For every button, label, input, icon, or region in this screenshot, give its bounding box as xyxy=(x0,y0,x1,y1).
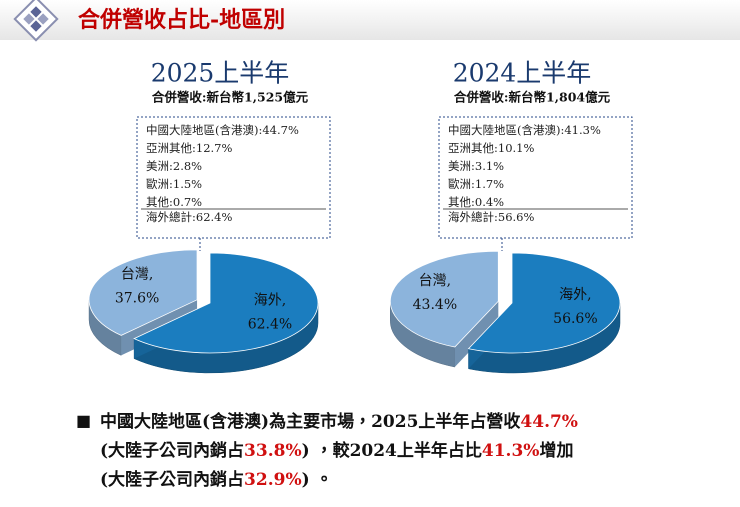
header-band xyxy=(0,0,740,40)
annotation-item: 亞洲其他:10.1% xyxy=(448,141,534,155)
slice-value-label: 56.6% xyxy=(553,311,597,327)
annotation-item: 中國大陸地區(含港澳):41.3% xyxy=(448,123,601,137)
logo xyxy=(13,0,59,42)
slice-value-label: 62.4% xyxy=(248,316,292,332)
annotation-box xyxy=(136,116,331,239)
note-highlight: 44.7% xyxy=(520,412,578,432)
slice-category-label: 海外, xyxy=(559,287,591,303)
slice-category-label: 台灣, xyxy=(121,266,153,282)
annotation-item: 美洲:2.8% xyxy=(146,159,202,173)
note-text: ) ，較2024上半年占比 xyxy=(301,441,482,461)
pie-slice xyxy=(467,252,621,354)
chart-subtitle: 合併營收:新台幣1,525億元 xyxy=(152,90,309,105)
slice-value-label: 37.6% xyxy=(115,290,159,306)
annotation-item: 美洲:3.1% xyxy=(448,159,504,173)
note-text: (大陸子公司內銷占 xyxy=(100,441,245,461)
note-text: (大陸子公司內銷占 xyxy=(100,470,245,490)
slide-graphics: 合併營收占比-地區別 2025上半年合併營收:新台幣1,525億元中國大陸地區(… xyxy=(0,0,740,374)
slice-value-label: 43.4% xyxy=(413,297,457,313)
pie-slice xyxy=(133,252,319,354)
chart-title: 2025上半年 xyxy=(151,59,290,88)
pie-slice-group xyxy=(467,252,621,374)
pie-slice xyxy=(389,250,499,348)
note-highlight: 33.8% xyxy=(244,441,302,461)
pie-slice-face xyxy=(454,301,499,368)
annotation-item: 歐洲:1.7% xyxy=(448,177,504,191)
chart-subtitle: 合併營收:新台幣1,804億元 xyxy=(454,90,611,105)
annotation-total: 海外總計:56.6% xyxy=(448,210,534,224)
annotation-item: 亞洲其他:12.7% xyxy=(146,141,232,155)
annotation-total: 海外總計:62.4% xyxy=(146,210,232,224)
pie-slice xyxy=(88,249,198,336)
annotation-item: 中國大陸地區(含港澳):44.7% xyxy=(146,123,299,137)
note-line: (大陸子公司內銷占32.9%) 。 xyxy=(100,466,730,495)
slice-category-label: 海外, xyxy=(254,292,286,308)
annotation-item: 歐洲:1.5% xyxy=(146,177,202,191)
note-text: 中國大陸地區(含港澳)為主要市場，2025上半年占營收 xyxy=(100,412,521,432)
annotation-item: 其他:0.4% xyxy=(448,195,504,209)
pie-slice-group xyxy=(389,250,499,368)
note: 中國大陸地區(含港澳)為主要市場，2025上半年占營收44.7% (大陸子公司內銷… xyxy=(100,408,730,495)
header-title: 合併營收占比-地區別 xyxy=(78,7,285,33)
annotation-item: 其他:0.7% xyxy=(146,195,202,209)
note-line: 中國大陸地區(含港澳)為主要市場，2025上半年占營收44.7% xyxy=(100,408,730,437)
note-text: ) 。 xyxy=(301,470,333,490)
chart-title: 2024上半年 xyxy=(453,59,592,88)
note-highlight: 32.9% xyxy=(244,470,302,490)
bullet-marker: ■ xyxy=(76,411,92,430)
note-highlight: 41.3% xyxy=(481,441,540,461)
note-text: 增加 xyxy=(539,441,574,461)
slice-category-label: 台灣, xyxy=(419,273,451,289)
pie-slice-group xyxy=(133,252,319,374)
note-line: (大陸子公司內銷占33.8%) ，較2024上半年占比41.3%增加 xyxy=(100,437,730,466)
annotation-box xyxy=(438,116,633,239)
